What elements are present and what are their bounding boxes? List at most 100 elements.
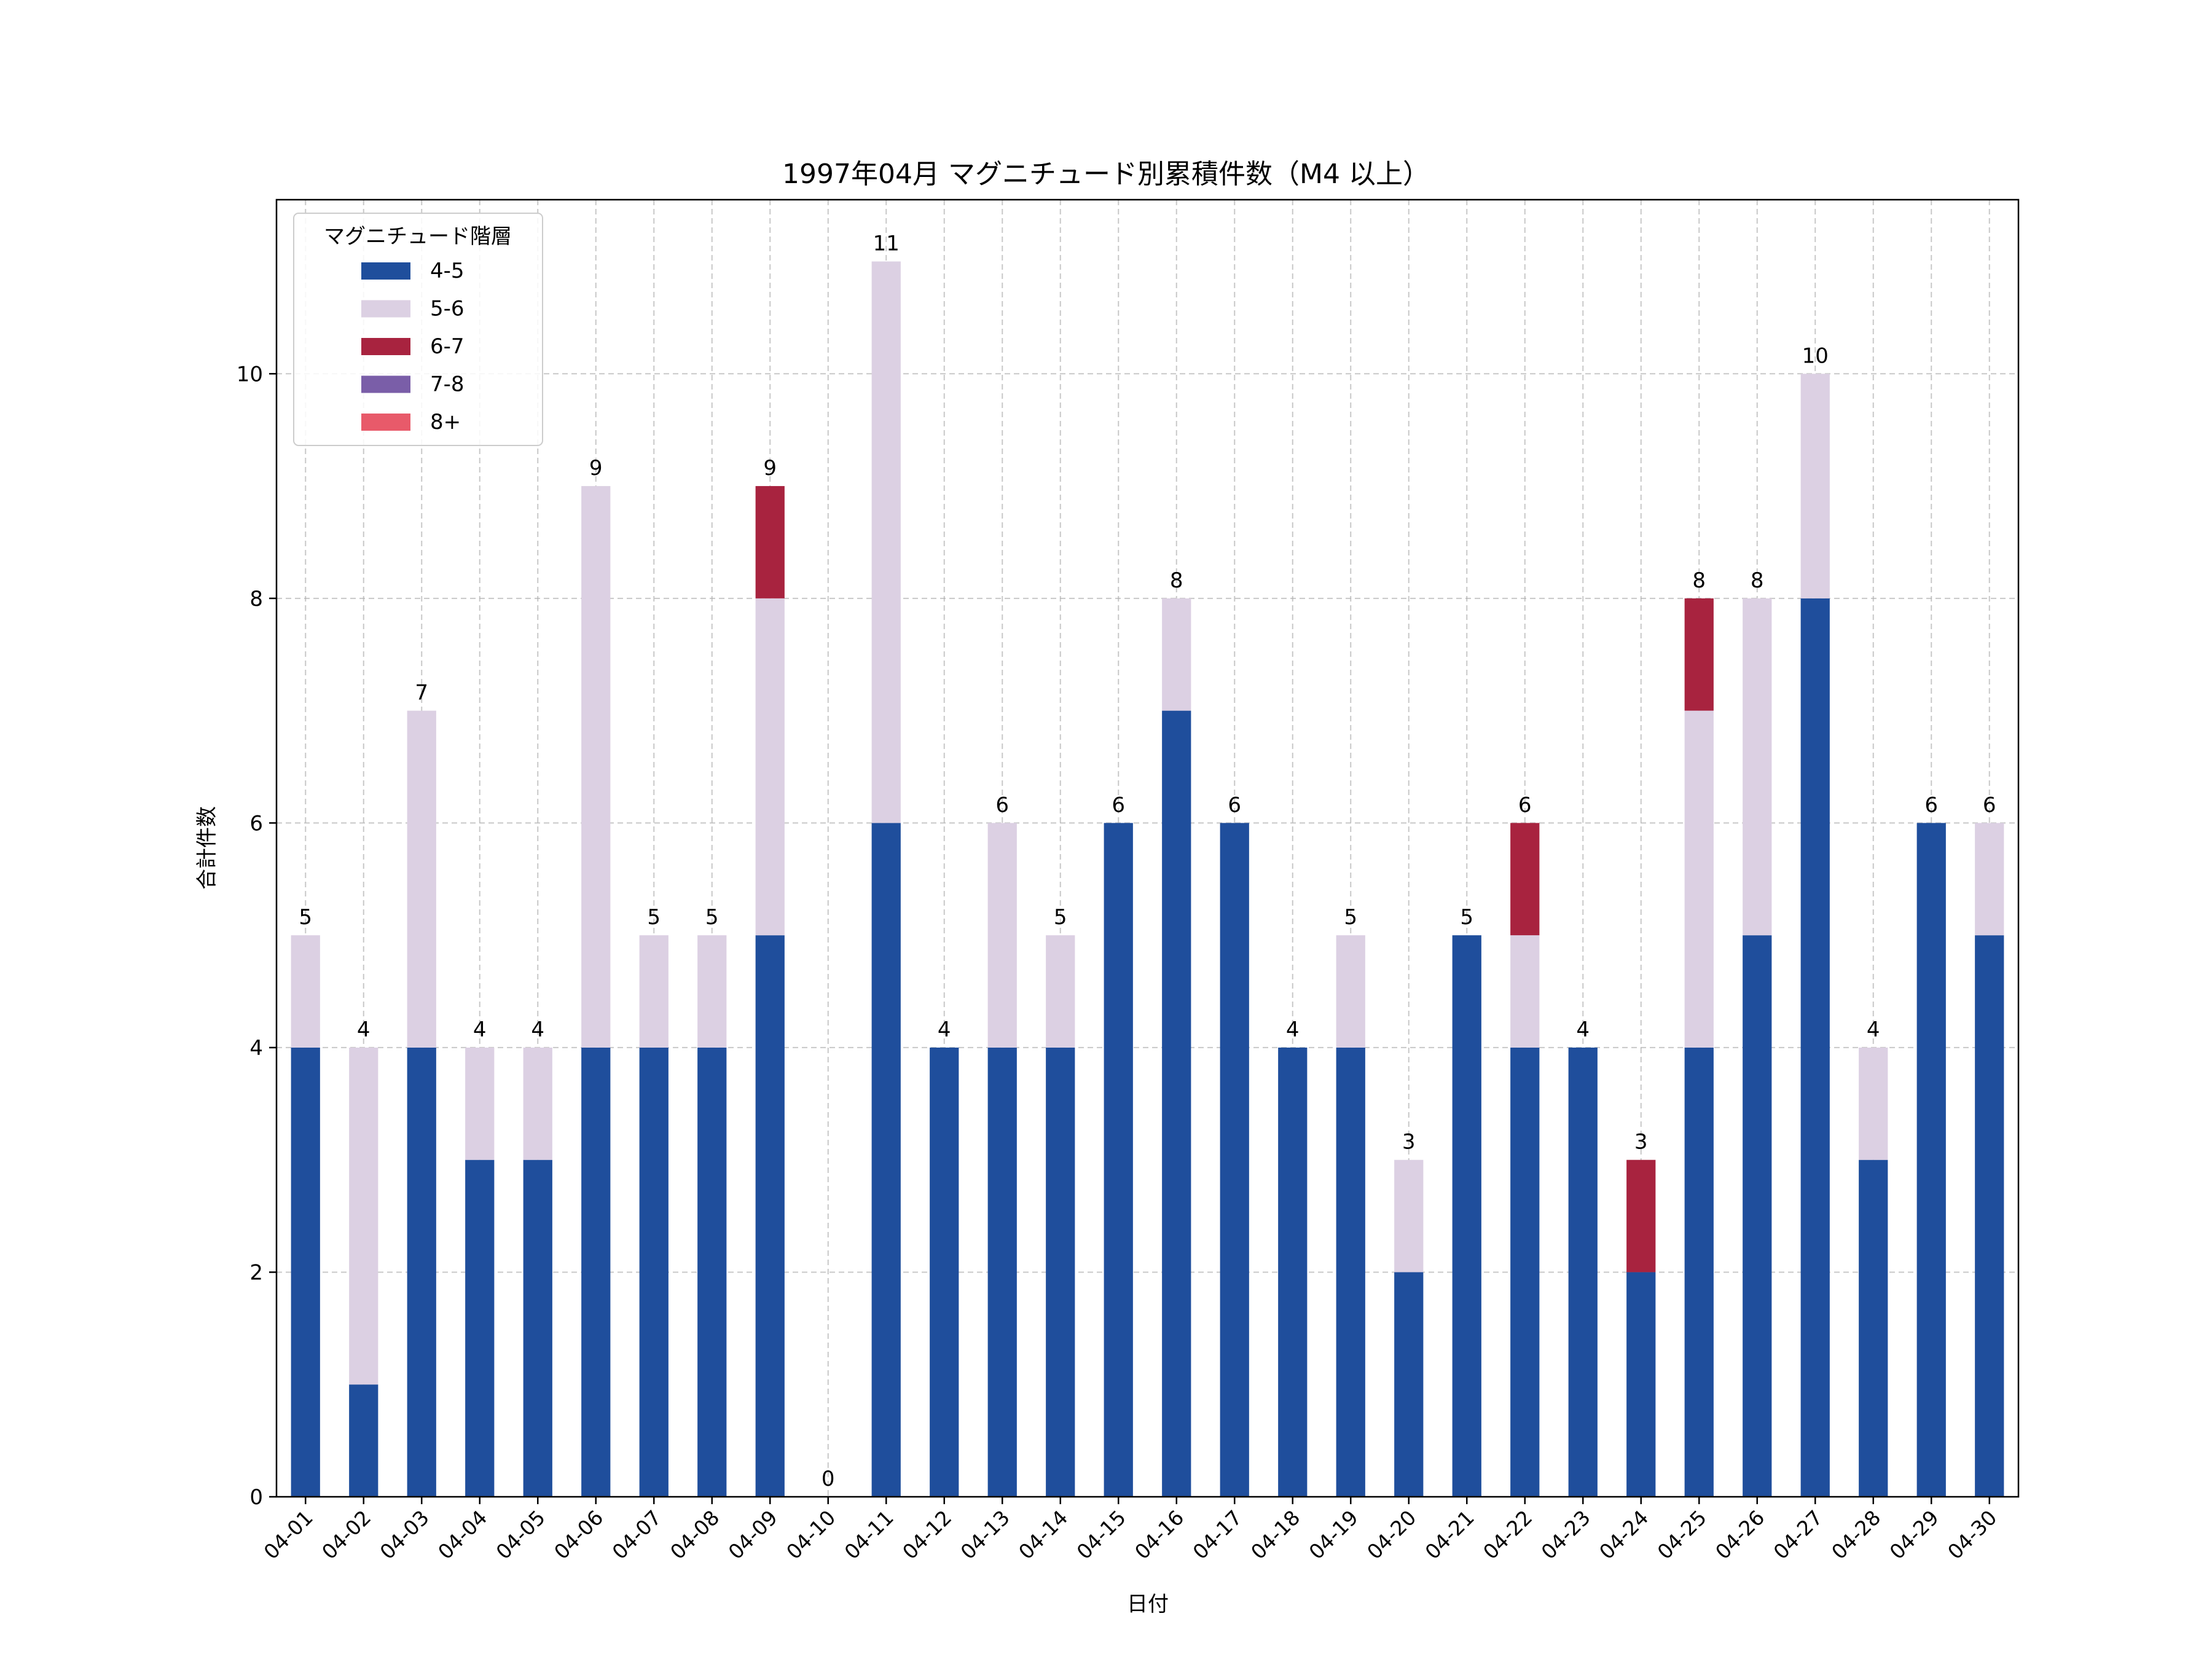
total-label: 9 <box>589 456 603 480</box>
total-label: 5 <box>647 905 661 930</box>
bar-segment-6-7 <box>755 486 785 598</box>
total-label: 5 <box>705 905 719 930</box>
total-label: 5 <box>1460 905 1473 930</box>
bar-segment-5-6 <box>987 823 1017 1048</box>
bar-segment-5-6 <box>871 261 901 823</box>
bar-segment-4-5 <box>1859 1159 1888 1497</box>
bar-segment-4-5 <box>755 935 785 1497</box>
total-label: 4 <box>531 1018 544 1042</box>
legend-swatch-4-5 <box>361 262 410 280</box>
bar-segment-5-6 <box>523 1047 552 1160</box>
bar-segment-5-6 <box>465 1047 495 1160</box>
bar-segment-5-6 <box>1859 1047 1888 1160</box>
bar-segment-4-5 <box>1510 1047 1540 1497</box>
bar-segment-4-5 <box>1452 935 1481 1497</box>
bar-segment-5-6 <box>755 598 785 936</box>
bar-segment-4-5 <box>523 1159 552 1497</box>
bar-segment-4-5 <box>291 1047 320 1497</box>
bar-segment-4-5 <box>871 823 901 1497</box>
total-label: 4 <box>357 1018 371 1042</box>
bar-segment-4-5 <box>1278 1047 1308 1497</box>
total-label: 11 <box>873 232 900 256</box>
total-label: 6 <box>1112 793 1125 817</box>
legend: マグニチュード階層 4-5 5-6 6-7 7-8 8+ <box>293 213 543 446</box>
bar-segment-4-5 <box>1626 1272 1656 1497</box>
y-axis-label: 合計件数 <box>195 806 219 890</box>
bar-segment-4-5 <box>987 1047 1017 1497</box>
y-axis: 0 2 4 6 8 10 <box>237 362 276 1510</box>
bar-segment-4-5 <box>1800 598 1830 1497</box>
legend-swatch-6-7 <box>361 338 410 355</box>
total-label: 3 <box>1634 1130 1648 1155</box>
bar-segment-5-6 <box>1046 935 1075 1048</box>
total-label: 3 <box>1402 1130 1416 1155</box>
bar-segment-5-6 <box>349 1047 378 1385</box>
total-label: 4 <box>1867 1018 1880 1042</box>
legend-items: 4-5 5-6 6-7 7-8 8+ <box>361 259 465 434</box>
legend-swatch-8+ <box>361 414 410 431</box>
bar-segment-5-6 <box>639 935 669 1048</box>
bar-segment-4-5 <box>930 1047 959 1497</box>
total-label: 6 <box>1518 793 1532 817</box>
total-label: 6 <box>995 793 1009 817</box>
bar-segment-5-6 <box>1510 935 1540 1048</box>
y-tick-label: 2 <box>249 1260 263 1285</box>
total-label: 4 <box>1576 1018 1590 1042</box>
total-label: 5 <box>299 905 312 930</box>
bar-segment-5-6 <box>1162 598 1191 711</box>
legend-label: 6-7 <box>430 334 465 359</box>
bar-segment-4-5 <box>1684 1047 1714 1497</box>
bar-segment-4-5 <box>1336 1047 1365 1497</box>
total-label: 8 <box>1170 568 1183 593</box>
bar-segment-5-6 <box>697 935 727 1048</box>
total-label: 8 <box>1751 568 1764 593</box>
total-label: 4 <box>938 1018 951 1042</box>
legend-label: 5-6 <box>430 297 465 321</box>
bars <box>291 261 2004 1497</box>
bar-segment-5-6 <box>1394 1159 1424 1273</box>
legend-box <box>293 213 543 446</box>
bar-segment-4-5 <box>349 1384 378 1497</box>
total-label: 0 <box>822 1467 835 1491</box>
total-label: 6 <box>1983 793 1996 817</box>
total-label: 7 <box>415 681 428 705</box>
total-label: 5 <box>1054 905 1067 930</box>
plot-frame <box>275 198 2020 1498</box>
bar-segment-4-5 <box>697 1047 727 1497</box>
bar-segment-5-6 <box>291 935 320 1048</box>
legend-swatch-5-6 <box>361 300 410 318</box>
total-label: 6 <box>1924 793 1938 817</box>
total-label: 10 <box>1802 343 1829 368</box>
bar-segment-6-7 <box>1684 598 1714 711</box>
total-label: 6 <box>1228 793 1241 817</box>
y-tick-label: 0 <box>249 1485 263 1510</box>
total-labels: 5 4 7 4 4 9 5 5 9 0 11 4 6 5 6 8 6 4 5 3 5 6 4 3 8 8 10 4 6 6 <box>299 232 1996 1491</box>
legend-title: マグニチュード階層 <box>324 224 512 249</box>
total-label: 4 <box>473 1018 487 1042</box>
x-axis-label: 日付 <box>1127 1592 1169 1617</box>
bar-segment-5-6 <box>1684 710 1714 1048</box>
bar-segment-5-6 <box>407 710 436 1048</box>
bar-segment-5-6 <box>581 486 611 1048</box>
y-tick-label: 10 <box>237 362 263 386</box>
legend-label: 8+ <box>430 410 461 434</box>
total-label: 9 <box>763 456 777 480</box>
bar-segment-4-5 <box>1220 823 1249 1497</box>
bar-segment-4-5 <box>1162 710 1191 1497</box>
bar-segment-4-5 <box>639 1047 669 1497</box>
legend-label: 7-8 <box>430 372 465 397</box>
bar-segment-6-7 <box>1510 823 1540 936</box>
total-label: 4 <box>1286 1018 1300 1042</box>
bar-segment-4-5 <box>1104 823 1133 1497</box>
bar-segment-5-6 <box>1975 823 2004 936</box>
total-label: 5 <box>1344 905 1357 930</box>
bar-segment-5-6 <box>1800 374 1830 598</box>
bar-segment-4-5 <box>1046 1047 1075 1497</box>
total-label: 8 <box>1692 568 1706 593</box>
bar-segment-4-5 <box>1975 935 2004 1497</box>
bar-segment-4-5 <box>407 1047 436 1497</box>
legend-swatch-7-8 <box>361 375 410 393</box>
bar-segment-6-7 <box>1626 1159 1656 1273</box>
bar-segment-4-5 <box>1568 1047 1598 1497</box>
